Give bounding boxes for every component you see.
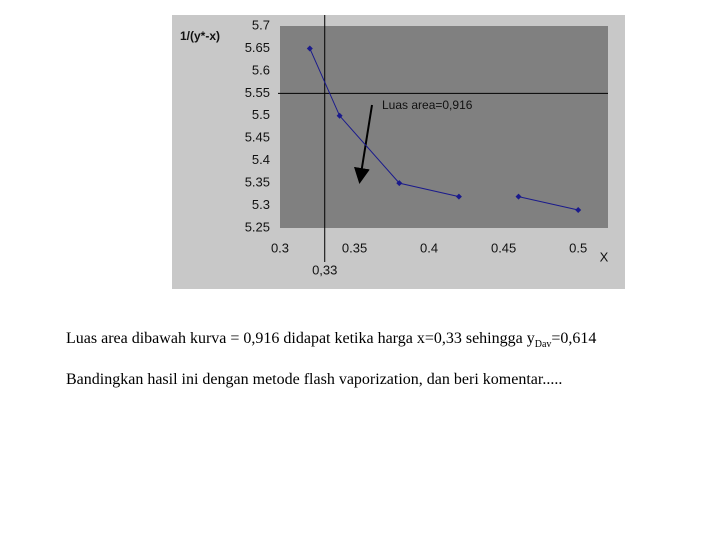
point-marker — [515, 193, 522, 200]
y-tick-label: 5.4 — [252, 152, 270, 167]
y-tick-label: 5.55 — [245, 85, 270, 100]
y-tick-label: 5.3 — [252, 197, 270, 212]
x-tick-label: 0.4 — [420, 240, 438, 255]
y-tick-label: 5.5 — [252, 107, 270, 122]
text-line: Luas area dibawah kurva = 0,916 didapat … — [66, 330, 596, 350]
x-axis-label: X — [600, 249, 609, 264]
series-line — [309, 48, 579, 211]
annotation-arrow — [353, 104, 373, 184]
y-tick-label: 5.25 — [245, 219, 270, 234]
subscript: Dav — [534, 339, 552, 351]
y-tick-label: 5.6 — [252, 62, 270, 77]
plot-area — [280, 26, 608, 228]
text: Luas area dibawah kurva = 0,916 didapat … — [66, 330, 535, 347]
point-marker — [396, 180, 403, 187]
annotation: Luas area=0,916 — [382, 98, 473, 112]
point-marker — [575, 207, 582, 214]
x-tick-label: 0.3 — [271, 240, 289, 255]
text-line: Bandingkan hasil ini dengan metode flash… — [66, 371, 563, 388]
point-marker — [306, 45, 313, 52]
chart: 1/(y*-x) X Luas area=0,916 5.25 5.3 5.35 5.… — [172, 15, 625, 289]
y-tick-label: 5.7 — [252, 17, 270, 32]
text: =0,614 — [551, 330, 597, 347]
x-tick-label: 0.45 — [491, 240, 516, 255]
y-axis-label: 1/(y*-x) — [180, 29, 220, 43]
y-tick-label: 5.35 — [245, 175, 270, 190]
point-marker — [336, 112, 343, 119]
y-tick-label: 5.45 — [245, 130, 270, 145]
x-tick-label: 0.5 — [569, 240, 587, 255]
point-marker — [455, 193, 462, 200]
x-tick-label: 0.35 — [342, 240, 367, 255]
reference-label: 0,33 — [312, 262, 337, 277]
y-tick-label: 5.65 — [245, 40, 270, 55]
